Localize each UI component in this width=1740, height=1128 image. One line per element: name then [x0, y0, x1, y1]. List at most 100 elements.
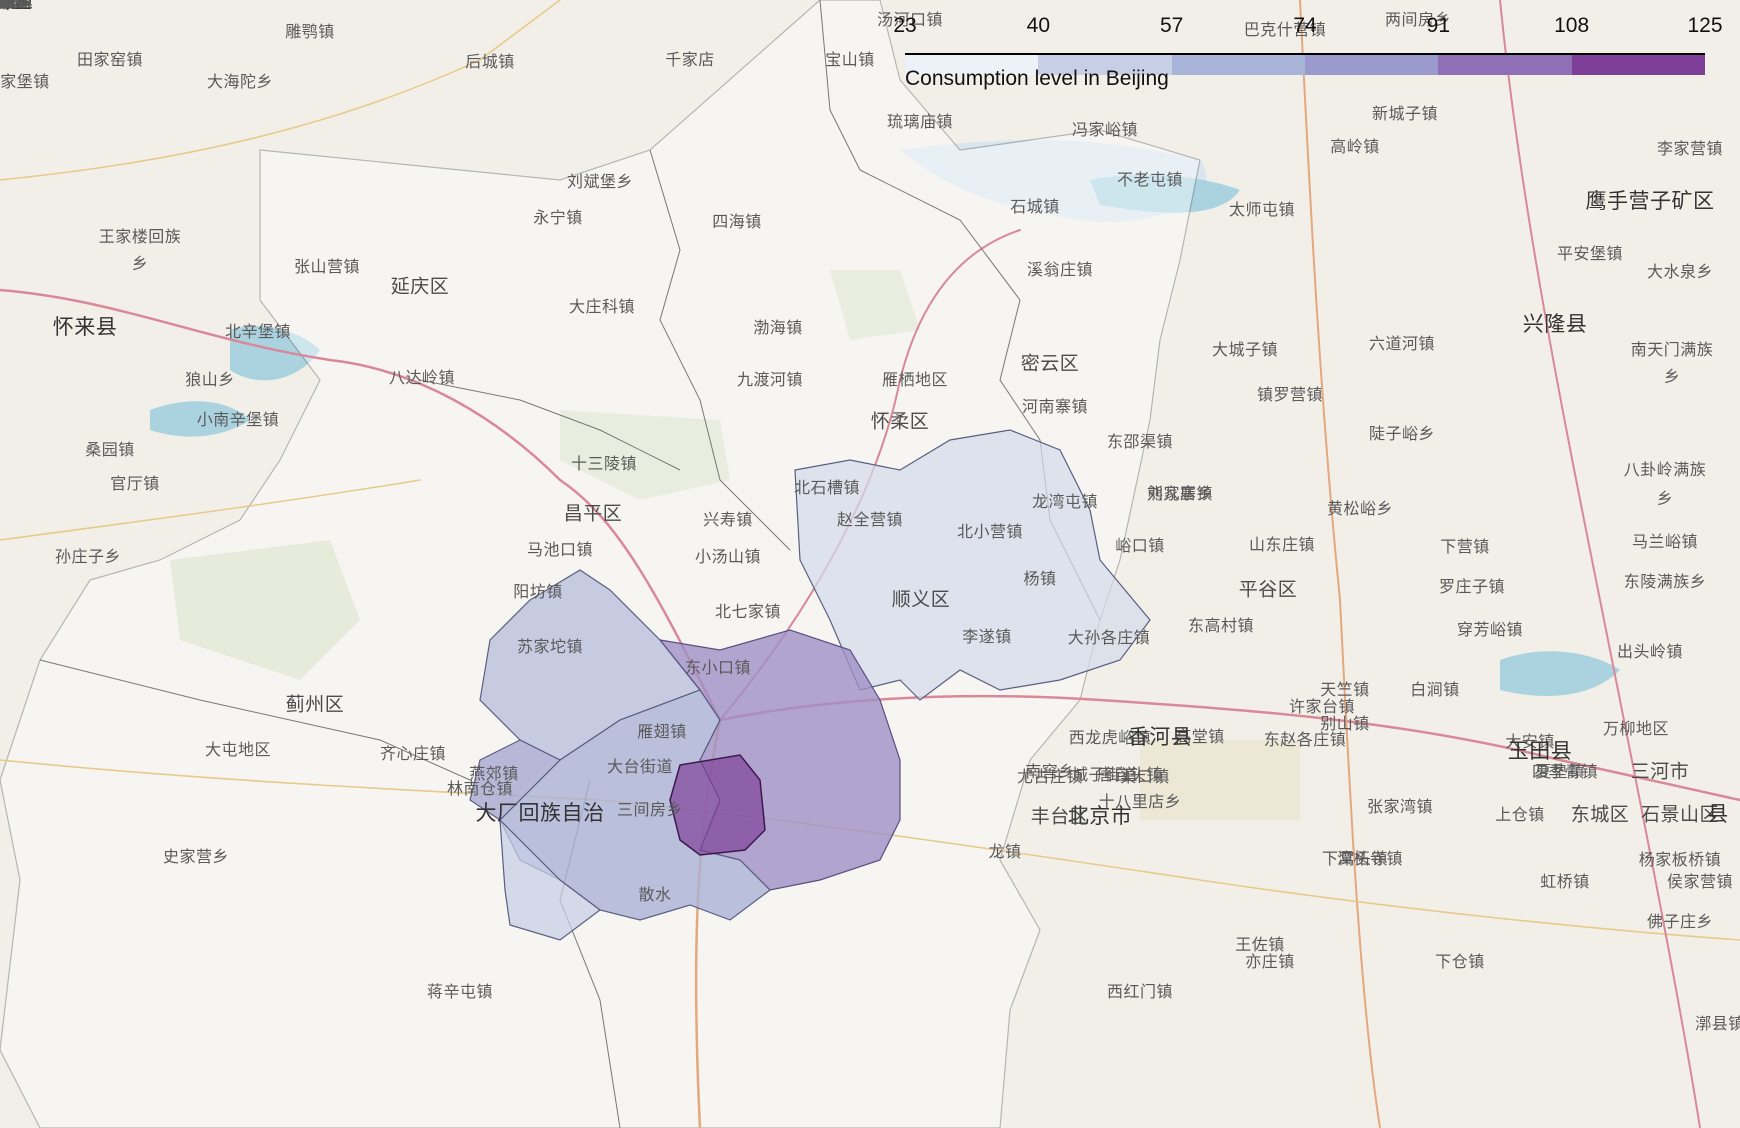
place-label: 怀柔区 [870, 410, 930, 433]
place-label: 上仓镇 [1495, 805, 1545, 824]
place-label: 乡 [1656, 489, 1674, 508]
place-label: 溪翁庄镇 [1026, 260, 1094, 279]
place-label: 北藏村镇 [0, 0, 34, 11]
place-label: 石城镇 [1010, 197, 1060, 216]
place-label: 下仓镇 [1435, 952, 1485, 971]
guanting-reservoir [230, 326, 320, 381]
place-label: 蓟州区 [285, 693, 345, 716]
place-label: 十八里店乡 [1098, 792, 1182, 811]
place-label: 东邵渠镇 [1106, 432, 1174, 451]
place-label: 潭柘寺镇 [1336, 849, 1404, 868]
place-label: 两间房乡 [1384, 10, 1452, 29]
place-label: 侯家营镇 [1666, 872, 1734, 891]
place-label: 北小营镇 [956, 522, 1024, 541]
place-label: 南天门满族 [1630, 340, 1714, 359]
legend-color-segment [1571, 53, 1705, 75]
legend-tick-label: 108 [1554, 14, 1590, 37]
road-g6 [0, 288, 722, 722]
legend-tick-label: 125 [1687, 14, 1723, 37]
place-label: 黄松峪乡 [1326, 499, 1394, 518]
place-label: 冯家峪镇 [1071, 120, 1139, 139]
place-label: 尤古庄镇 [1016, 767, 1084, 786]
place-label: 采育镇 [0, 0, 25, 11]
place-label: 不老屯镇 [1116, 170, 1184, 189]
place-label: 林南仓镇 [446, 779, 514, 798]
choropleth-layer[interactable] [469, 429, 1151, 941]
place-label: 北辛堡镇 [224, 322, 292, 341]
place-label: 窝洛 [0, 0, 17, 11]
place-label: 别山镇 [1320, 714, 1370, 733]
place-label: 一渡镇 [0, 0, 25, 11]
place-label: 东城区 [1570, 803, 1630, 826]
place-label: 安定镇 [0, 0, 25, 11]
place-label: 九渡河镇 [736, 370, 804, 389]
place-label: 杨镇 [1023, 569, 1057, 588]
place-label: 王佐镇 [1235, 935, 1285, 954]
place-label: 琉璃庙镇 [886, 112, 954, 131]
place-label: 霞云岭乡 [0, 0, 34, 11]
district-fangshan-part[interactable] [499, 818, 601, 941]
place-label: 玉田县 [1507, 739, 1573, 763]
place-label: 李遂镇 [962, 627, 1012, 646]
place-label: 大海陀乡 [206, 72, 274, 91]
place-label: 四海镇 [712, 212, 762, 231]
place-label: 大孙各庄镇 [1067, 628, 1151, 647]
place-label: 陡子峪乡 [1368, 424, 1436, 443]
legend-tick-label: 74 [1293, 14, 1317, 37]
place-label: 高村镇 [0, 0, 25, 11]
place-label: 大城子镇 [1211, 340, 1279, 359]
legend-colorbar [905, 53, 1705, 75]
place-label: 安头屯镇 [0, 0, 34, 11]
place-label: 高堂镇 [1175, 727, 1225, 746]
place-label: 赵全营镇 [836, 510, 904, 529]
place-label: 大庄科镇 [568, 297, 636, 316]
place-label: 夏垫镇 [1535, 762, 1585, 781]
place-label: 怀来县 [52, 315, 118, 339]
place-label: 乡 [131, 254, 149, 273]
legend-color-segment [1171, 53, 1305, 75]
place-label: 罗庄子镇 [1438, 577, 1506, 596]
place-label: 河南寨镇 [1021, 397, 1089, 416]
legend-caption: Consumption level in Beijing [905, 67, 1169, 90]
place-label: 永宁镇 [533, 208, 583, 227]
place-label: 刘宋镇 [0, 0, 25, 11]
place-label: 张山营镇 [293, 257, 361, 276]
terrain-layer [150, 140, 1620, 820]
place-label: 天竺镇 [1320, 680, 1370, 699]
place-label: 河北屯镇 [0, 0, 34, 11]
place-label: 博兴街道 [0, 0, 34, 11]
place-label: 平安堡镇 [1556, 244, 1624, 263]
place-label: 下伍旗镇 [0, 0, 34, 11]
place-label: 万庄镇 [0, 0, 25, 11]
place-label: 太师屯镇 [1228, 200, 1296, 219]
place-label: 蒋辛屯镇 [426, 982, 494, 1001]
reservoir-west [150, 401, 250, 437]
legend-color-segment [1438, 53, 1572, 75]
place-label: 八达岭镇 [388, 368, 456, 387]
place-label: 马兰峪镇 [1631, 532, 1699, 551]
legend-tick-label: 40 [1026, 14, 1051, 37]
forest-huairou [830, 270, 920, 340]
place-label: 香河县 [1127, 725, 1193, 749]
place-label: 千家店 [665, 50, 715, 69]
legend-color-segment [905, 53, 1039, 75]
legend-color-segment [1304, 53, 1439, 75]
place-label: 大王庄镇 [0, 0, 34, 11]
place-label: 穿芳峪镇 [1456, 620, 1524, 639]
place-label: 大台街道 [606, 757, 674, 776]
place-label: 佛子庄乡 [1646, 912, 1714, 931]
place-label: 大厂回族自治 [475, 801, 605, 825]
place-label: 白涧镇 [1410, 680, 1460, 699]
place-label: 汤河口镇 [876, 10, 944, 29]
place-label: 史家营乡 [162, 847, 230, 866]
place-label: 三间房乡 [616, 800, 684, 819]
legend-tick-label: 91 [1426, 14, 1451, 37]
miyun-reservoir [1090, 174, 1240, 213]
place-label: 北七家镇 [714, 602, 782, 621]
road-northwest [0, 0, 561, 181]
place-label: 漷县镇 [1695, 1014, 1740, 1033]
place-label: 家堡镇 [0, 72, 50, 91]
district-dongcheng[interactable] [669, 754, 766, 856]
